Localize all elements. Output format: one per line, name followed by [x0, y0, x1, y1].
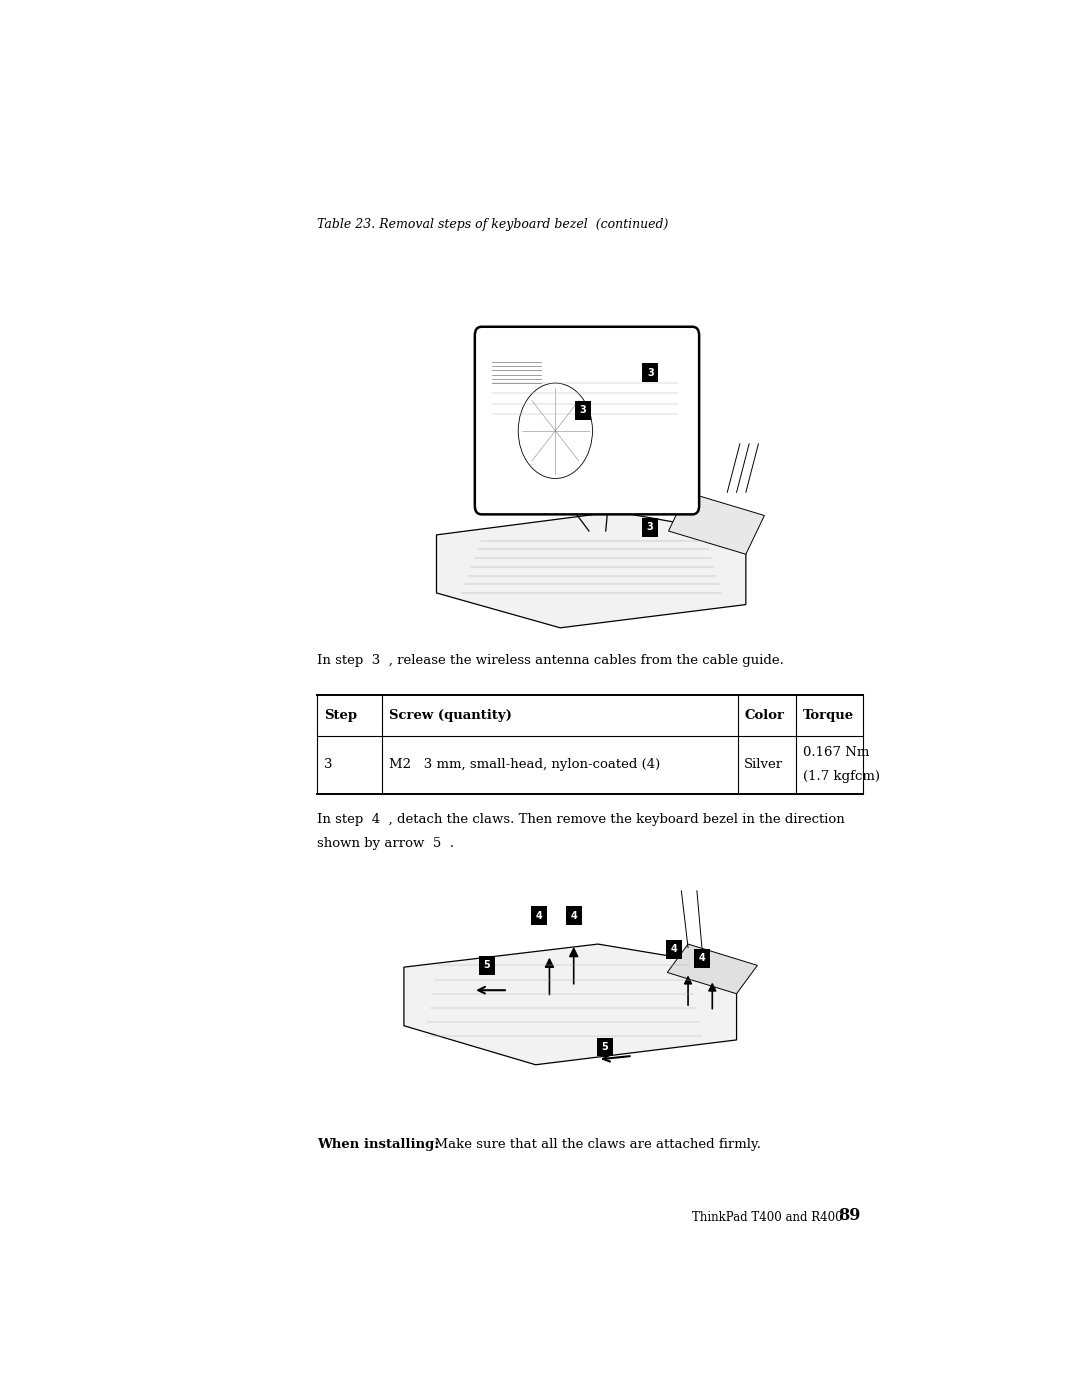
- Polygon shape: [436, 511, 746, 627]
- Text: Screw (quantity): Screw (quantity): [389, 708, 512, 722]
- Text: 3: 3: [579, 405, 586, 415]
- Text: Color: Color: [744, 708, 784, 722]
- Text: (1.7 kgfcm): (1.7 kgfcm): [802, 770, 880, 782]
- FancyBboxPatch shape: [575, 401, 591, 420]
- Text: When installing:: When installing:: [318, 1139, 440, 1151]
- Text: 4: 4: [699, 953, 705, 964]
- Text: ThinkPad T400 and R400: ThinkPad T400 and R400: [691, 1211, 842, 1224]
- FancyBboxPatch shape: [597, 1038, 613, 1056]
- FancyBboxPatch shape: [480, 956, 495, 975]
- Text: 5: 5: [602, 1042, 608, 1052]
- Text: 3: 3: [324, 759, 333, 771]
- Text: In step  4  , detach the claws. Then remove the keyboard bezel in the direction: In step 4 , detach the claws. Then remov…: [318, 813, 846, 826]
- FancyBboxPatch shape: [693, 949, 710, 968]
- FancyBboxPatch shape: [666, 940, 683, 958]
- Polygon shape: [667, 944, 757, 993]
- FancyBboxPatch shape: [531, 907, 548, 925]
- FancyBboxPatch shape: [643, 363, 659, 383]
- Text: Silver: Silver: [744, 759, 783, 771]
- Text: 89: 89: [838, 1207, 861, 1224]
- Text: In step  3  , release the wireless antenna cables from the cable guide.: In step 3 , release the wireless antenna…: [318, 654, 784, 666]
- Text: 3: 3: [647, 522, 653, 532]
- Text: 4: 4: [570, 911, 577, 921]
- FancyBboxPatch shape: [475, 327, 699, 514]
- FancyBboxPatch shape: [642, 518, 658, 536]
- Text: M2   3 mm, small-head, nylon-coated (4): M2 3 mm, small-head, nylon-coated (4): [389, 759, 660, 771]
- Polygon shape: [404, 944, 737, 1065]
- Text: Torque: Torque: [802, 708, 854, 722]
- Text: Make sure that all the claws are attached firmly.: Make sure that all the claws are attache…: [427, 1139, 761, 1151]
- Polygon shape: [669, 492, 765, 555]
- Text: Table 23. Removal steps of keyboard bezel  (continued): Table 23. Removal steps of keyboard beze…: [318, 218, 669, 231]
- Text: 0.167 Nm: 0.167 Nm: [802, 746, 869, 760]
- Text: 3: 3: [647, 367, 653, 377]
- Text: 4: 4: [671, 944, 677, 954]
- FancyBboxPatch shape: [566, 907, 582, 925]
- Text: 5: 5: [484, 960, 490, 971]
- Text: 4: 4: [536, 911, 542, 921]
- Text: Step: Step: [324, 708, 357, 722]
- Text: shown by arrow  5  .: shown by arrow 5 .: [318, 837, 455, 849]
